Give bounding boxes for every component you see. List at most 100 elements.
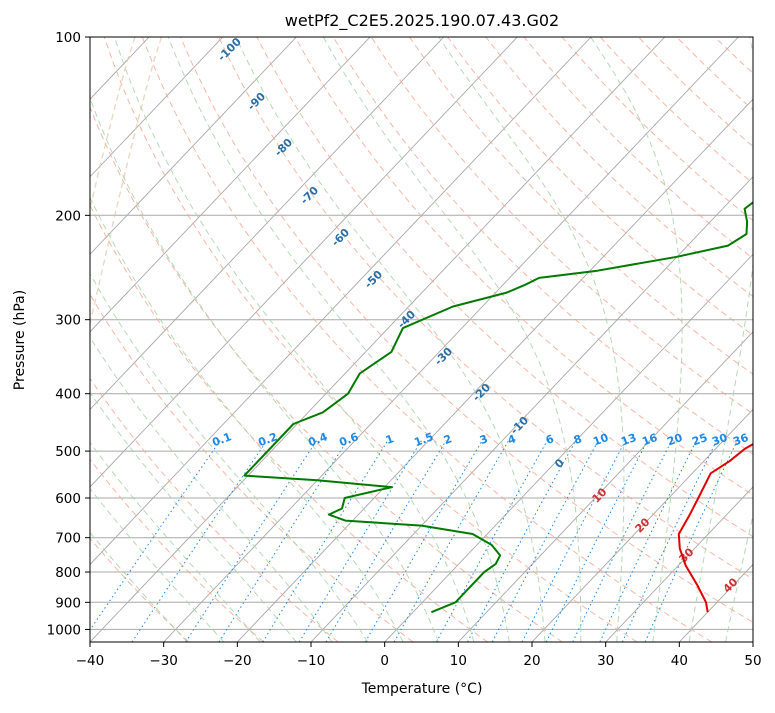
background-lines xyxy=(0,37,775,642)
dry-adiabat xyxy=(753,37,775,642)
dry-adiabat xyxy=(295,37,775,642)
moist-adiabat xyxy=(689,37,761,642)
moist-adiabat xyxy=(0,37,224,642)
mixing-ratio-label: 36 xyxy=(731,431,750,449)
mixing-ratio-label: 6 xyxy=(544,432,556,447)
moist-adiabat xyxy=(323,37,581,642)
mixing-ratio-line xyxy=(219,441,347,642)
moist-adiabat xyxy=(0,37,296,642)
x-tick-label: −10 xyxy=(297,653,326,669)
mixing-ratio-line xyxy=(546,441,647,642)
mixing-ratio-label: 1 xyxy=(384,432,396,447)
dry-adiabat xyxy=(104,37,637,642)
x-tick-label: 30 xyxy=(597,653,614,669)
isotherm xyxy=(385,37,775,642)
moist-adiabat-label: 10 xyxy=(590,485,610,505)
x-tick-label: −40 xyxy=(76,653,105,669)
isotherm xyxy=(753,37,775,642)
x-axis: −40 −30 −20 −10 0 10 20 30 40 50 xyxy=(76,642,762,669)
y-tick-label: 500 xyxy=(55,444,81,460)
mixing-ratio-label: 0.6 xyxy=(337,430,360,449)
mixing-ratio-line xyxy=(263,441,388,642)
mixing-ratio-label: 20 xyxy=(665,431,684,449)
moist-adiabat xyxy=(726,37,775,642)
x-tick-label: 20 xyxy=(523,653,540,669)
moist-adiabat xyxy=(439,37,624,642)
moist-adiabat xyxy=(0,37,187,642)
mixing-ratio-line xyxy=(82,441,220,642)
isotherm xyxy=(532,37,775,642)
dry-adiabat-label: -80 xyxy=(272,136,295,159)
isotherm xyxy=(0,37,370,642)
mixing-ratio-line xyxy=(522,441,625,642)
isotherm xyxy=(0,37,2,642)
dry-adiabat xyxy=(257,37,775,642)
dry-adiabat xyxy=(0,37,413,642)
mixing-ratio-label: 1.5 xyxy=(412,430,435,449)
x-tick-label: 40 xyxy=(671,653,688,669)
mixing-ratio-line xyxy=(645,441,737,642)
y-tick-label: 200 xyxy=(55,208,81,224)
moist-adiabat xyxy=(71,37,439,642)
y-tick-label: 800 xyxy=(55,565,81,581)
dry-adiabat xyxy=(0,37,189,642)
isotherm xyxy=(0,37,223,642)
moist-adiabat xyxy=(0,37,332,642)
dry-adiabat xyxy=(0,37,264,642)
dry-adiabat xyxy=(524,37,775,642)
y-tick-label: 400 xyxy=(55,387,81,403)
x-tick-label: −20 xyxy=(223,653,252,669)
y-tick-label: 1000 xyxy=(47,622,81,638)
dry-adiabat xyxy=(562,37,775,642)
mixing-ratio-label: 0.1 xyxy=(210,430,233,449)
isotherm xyxy=(679,37,775,642)
y-axis-label: Pressure (hPa) xyxy=(12,290,28,390)
x-axis-label: Temperature (°C) xyxy=(361,681,483,697)
mixing-ratio-label: 10 xyxy=(591,431,610,449)
moist-adiabat xyxy=(2,37,368,642)
moist-adiabat xyxy=(236,37,545,642)
dry-adiabat-label: -50 xyxy=(362,268,385,291)
dry-adiabat xyxy=(639,37,775,642)
mixing-ratio-line xyxy=(436,441,547,642)
dry-adiabat-label: -20 xyxy=(470,381,493,404)
y-tick-label: 100 xyxy=(55,30,81,46)
x-tick-label: 50 xyxy=(744,653,761,669)
dry-adiabat xyxy=(28,37,488,642)
mixing-ratio-line xyxy=(186,441,317,642)
mixing-ratio-label: 0.4 xyxy=(306,430,329,449)
isotherm xyxy=(458,37,775,642)
mixing-ratio-label: 13 xyxy=(619,431,638,448)
y-tick-label: 900 xyxy=(55,595,81,611)
y-tick-label: 300 xyxy=(55,313,81,329)
y-axis: 100 200 300 400 500 600 700 800 900 1000 xyxy=(47,30,90,638)
moist-adiabat xyxy=(34,37,403,642)
isotherm xyxy=(0,37,296,642)
dry-adiabat-label: -90 xyxy=(245,90,268,113)
x-tick-label: 0 xyxy=(380,653,389,669)
dry-adiabat-label: -60 xyxy=(329,226,352,249)
dry-adiabat xyxy=(142,37,711,642)
mixing-ratio-label: 25 xyxy=(690,431,709,448)
dry-adiabat xyxy=(333,37,775,642)
mixing-ratio-line xyxy=(492,441,598,642)
x-tick-label: 10 xyxy=(450,653,467,669)
y-tick-label: 700 xyxy=(55,531,81,547)
moist-adiabat-label: 40 xyxy=(721,575,741,595)
mixing-ratio-label: 3 xyxy=(478,432,490,447)
moist-adiabat xyxy=(168,37,509,642)
dry-adiabat-label: -30 xyxy=(432,345,455,368)
plot-frame xyxy=(90,37,753,642)
mixing-ratio-line xyxy=(394,441,508,642)
chart-title: wetPf2_C2E5.2025.190.07.43.G02 xyxy=(285,11,559,31)
isotherm xyxy=(237,37,775,642)
mixing-ratio-line xyxy=(622,441,716,642)
y-tick-label: 600 xyxy=(55,491,81,507)
dry-adiabat xyxy=(486,37,775,642)
x-tick-label: −30 xyxy=(149,653,178,669)
dry-adiabat xyxy=(410,37,775,642)
mixing-ratio-line xyxy=(600,441,696,642)
dry-adiabat-label: -40 xyxy=(395,308,418,331)
